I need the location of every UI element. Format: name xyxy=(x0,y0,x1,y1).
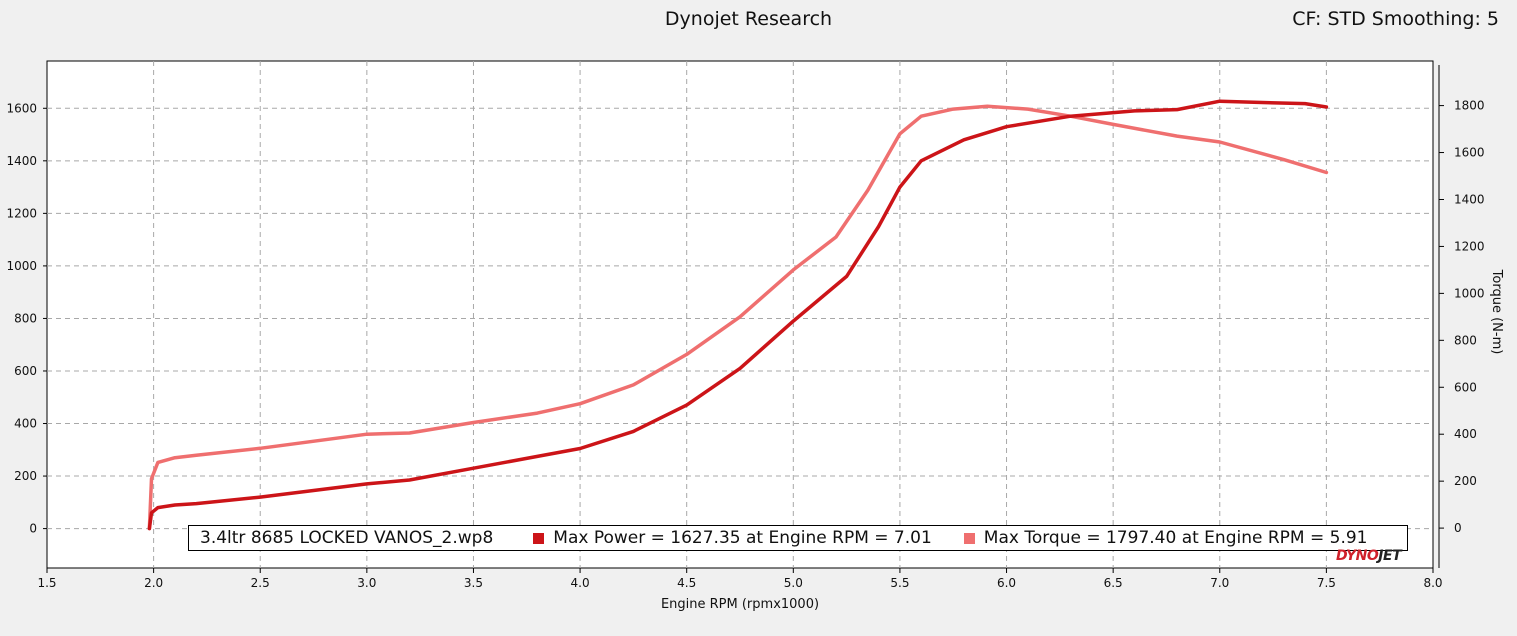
correction-factor-info: CF: STD Smoothing: 5 xyxy=(1292,8,1499,30)
y-axis-ticks: 0 200 400 600 800 1000 1200 1400 1600 xyxy=(6,101,47,536)
legend-power-text: Max Power = 1627.35 at Engine RPM = 7.01 xyxy=(553,528,932,548)
y2-tick-label: 1400 xyxy=(1454,192,1485,206)
y2-axis-ticks: 0 200 400 600 800 1000 1200 1400 1600 1800 xyxy=(1438,65,1485,568)
x-tick-label: 7.0 xyxy=(1210,576,1229,590)
legend-run-file: 3.4ltr 8685 LOCKED VANOS_2.wp8 xyxy=(200,528,494,548)
y2-tick-label: 0 xyxy=(1454,521,1462,535)
x-tick-label: 5.5 xyxy=(890,576,909,590)
y2-tick-label: 200 xyxy=(1454,474,1477,488)
y2-tick-label: 600 xyxy=(1454,380,1477,394)
y-tick-label: 1200 xyxy=(6,206,37,220)
chart-title: Dynojet Research xyxy=(664,8,833,30)
power-swatch xyxy=(533,532,545,544)
y2-tick-label: 400 xyxy=(1454,427,1477,441)
y-tick-label: 200 xyxy=(14,469,37,483)
x-tick-label: 8.0 xyxy=(1423,576,1442,590)
y2-tick-label: 800 xyxy=(1454,333,1477,347)
y-tick-label: 0 xyxy=(29,522,37,536)
y2-tick-label: 1800 xyxy=(1454,99,1485,113)
x-tick-label: 3.0 xyxy=(357,576,376,590)
y-tick-label: 600 xyxy=(14,364,37,378)
x-tick-label: 3.5 xyxy=(464,576,483,590)
y-tick-label: 1400 xyxy=(6,154,37,168)
torque-swatch xyxy=(963,532,975,544)
x-tick-label: 2.5 xyxy=(251,576,270,590)
x-tick-label: 7.5 xyxy=(1317,576,1336,590)
x-tick-label: 2.0 xyxy=(144,576,163,590)
x-tick-label: 4.5 xyxy=(677,576,696,590)
y-tick-label: 800 xyxy=(14,311,37,325)
torque-series-line xyxy=(147,104,1329,530)
legend-item-power: Max Power = 1627.35 at Engine RPM = 7.01 xyxy=(533,528,932,548)
x-tick-label: 6.5 xyxy=(1104,576,1123,590)
y-tick-label: 1600 xyxy=(6,101,37,115)
y-tick-label: 1000 xyxy=(6,259,37,273)
x-axis-label: Engine RPM (rpmx1000) xyxy=(661,597,819,612)
series-lines xyxy=(147,99,1329,531)
x-tick-label: 5.0 xyxy=(784,576,803,590)
y2-tick-label: 1000 xyxy=(1454,286,1485,300)
x-tick-label: 4.0 xyxy=(571,576,590,590)
x-axis-ticks: 1.5 2.0 2.5 3.0 3.5 4.0 4.5 5.0 5.5 6.0 6.5 7.0 7.5 8… xyxy=(37,568,1443,590)
y2-axis-label: Torque (N-m) xyxy=(1489,269,1504,355)
y-tick-label: 400 xyxy=(14,417,37,431)
y2-tick-label: 1600 xyxy=(1454,146,1485,160)
x-tick-label: 6.0 xyxy=(997,576,1016,590)
dynojet-logo: DYNOJET xyxy=(1336,548,1402,564)
legend-torque-text: Max Torque = 1797.40 at Engine RPM = 5.9… xyxy=(983,528,1368,548)
legend-item-torque: Max Torque = 1797.40 at Engine RPM = 5.9… xyxy=(963,528,1368,548)
legend-box: 3.4ltr 8685 LOCKED VANOS_2.wp8 Max Power… xyxy=(188,525,1408,551)
x-tick-label: 1.5 xyxy=(37,576,56,590)
grid-lines xyxy=(47,61,1433,568)
power-series-line xyxy=(147,99,1329,531)
y2-tick-label: 1200 xyxy=(1454,239,1485,253)
